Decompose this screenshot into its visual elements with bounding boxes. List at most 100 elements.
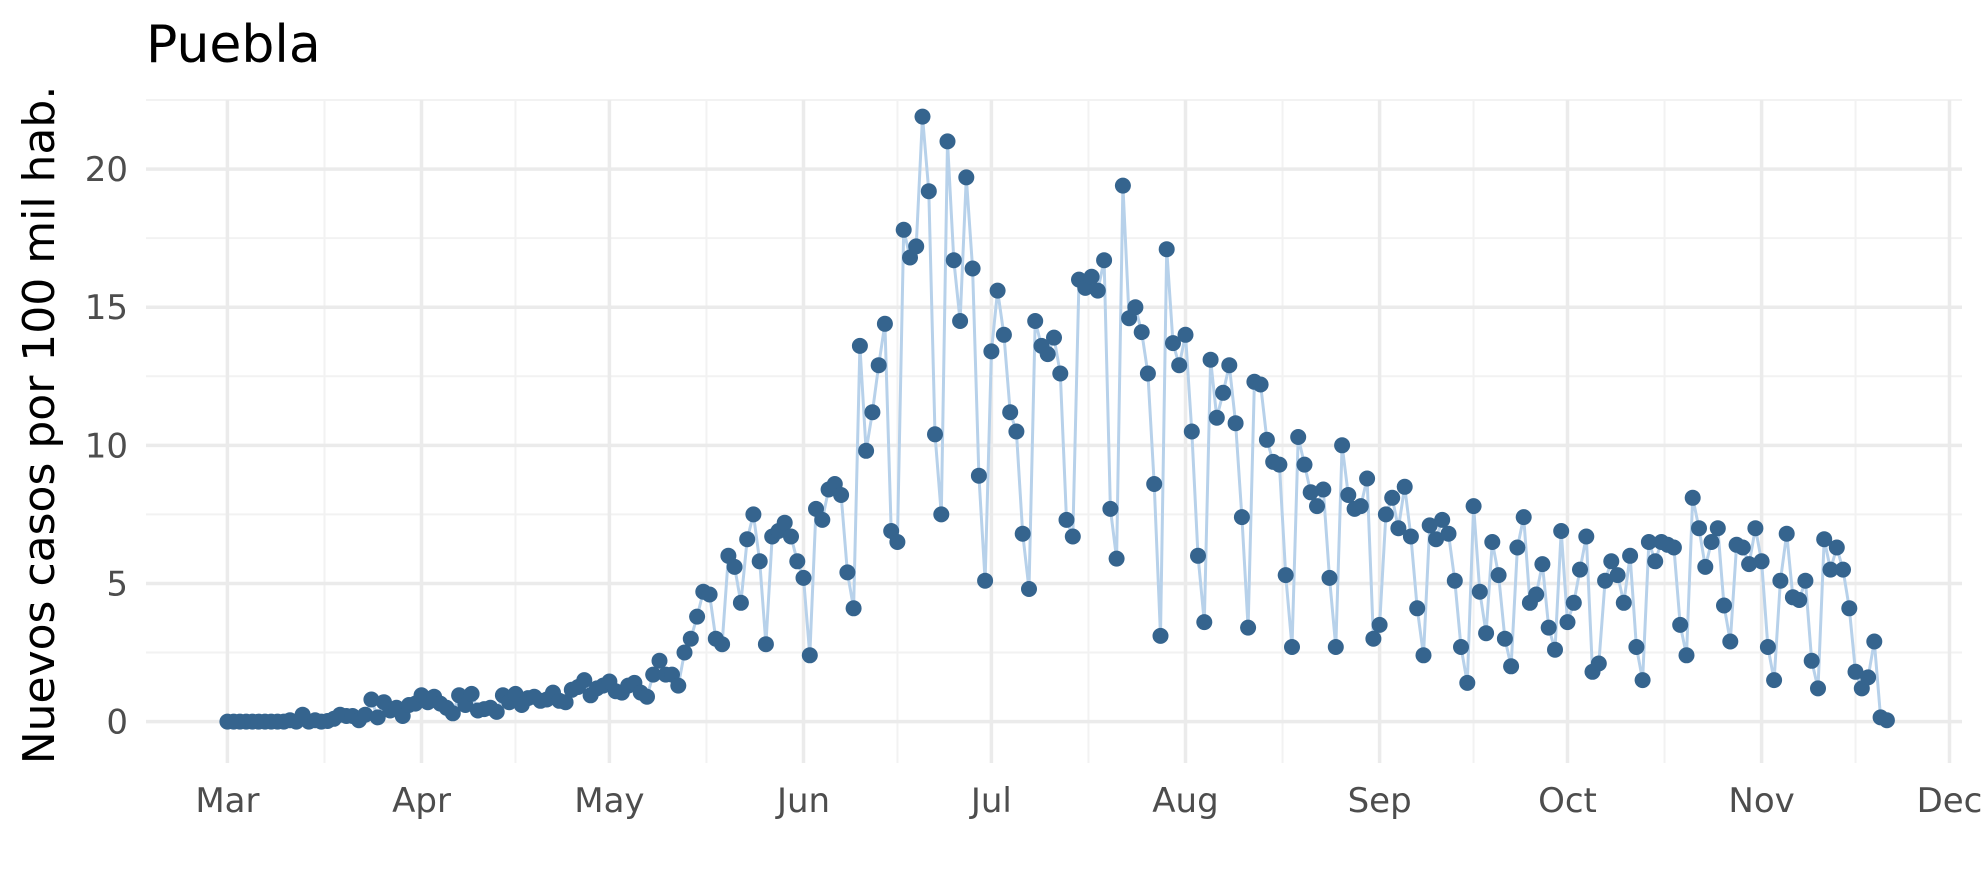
data-point	[1196, 614, 1213, 631]
data-point	[870, 357, 887, 374]
data-point	[1215, 384, 1232, 401]
data-point	[1697, 558, 1714, 575]
x-axis-ticks: Mar Apr May Jun Jul Aug Sep Oct Nov Dec	[195, 781, 1982, 821]
data-point	[1021, 581, 1037, 597]
data-point	[1202, 351, 1219, 368]
y-tick-label: 20	[85, 150, 128, 190]
data-point	[1252, 376, 1269, 393]
data-point	[789, 553, 806, 570]
major-gridlines	[146, 100, 1962, 763]
data-point	[1240, 619, 1257, 636]
data-point	[783, 528, 799, 545]
data-point	[1146, 476, 1163, 492]
data-point	[1327, 639, 1344, 655]
data-point	[977, 572, 994, 589]
data-point	[1741, 556, 1758, 573]
data-point	[1014, 525, 1031, 542]
data-point	[1359, 470, 1376, 487]
data-point	[1296, 456, 1313, 473]
data-point	[845, 600, 862, 617]
x-tick-label: Oct	[1538, 781, 1597, 821]
data-point	[1284, 639, 1300, 655]
data-point	[1371, 616, 1388, 633]
data-point	[1515, 509, 1532, 526]
data-point	[1421, 517, 1438, 534]
data-point	[1860, 669, 1877, 686]
data-point	[488, 703, 505, 720]
series-new-cases	[219, 108, 1895, 730]
x-tick-label: Aug	[1152, 781, 1218, 821]
data-point	[1753, 553, 1770, 570]
data-point	[1302, 484, 1319, 501]
data-point	[739, 531, 756, 548]
data-point	[1590, 655, 1607, 672]
data-point	[1597, 572, 1614, 589]
data-point	[983, 343, 1000, 360]
data-point	[1127, 299, 1144, 316]
data-point	[1716, 597, 1732, 614]
data-point	[1822, 561, 1839, 578]
data-point	[1027, 313, 1044, 329]
data-point	[1321, 569, 1338, 586]
data-point	[1177, 326, 1194, 343]
data-point	[726, 558, 743, 575]
x-tick-label: Apr	[392, 781, 451, 821]
data-point	[1165, 335, 1181, 352]
data-point	[958, 169, 975, 186]
data-point	[1490, 567, 1507, 584]
data-point	[1152, 627, 1169, 644]
data-point	[1002, 404, 1019, 421]
x-tick-label: Sep	[1348, 781, 1412, 821]
data-point	[939, 133, 956, 150]
data-point	[1691, 520, 1707, 537]
data-point	[1722, 633, 1739, 650]
data-point	[1640, 534, 1657, 550]
data-point	[444, 705, 461, 722]
data-point	[1290, 429, 1307, 445]
data-point	[1277, 567, 1294, 584]
data-point	[801, 647, 818, 664]
data-point	[1271, 456, 1288, 473]
data-point	[1402, 528, 1419, 545]
data-point	[1428, 531, 1444, 548]
data-point	[670, 677, 687, 694]
data-point	[1634, 672, 1651, 689]
data-point	[970, 467, 987, 484]
data-point	[1446, 572, 1463, 589]
data-point	[1058, 511, 1075, 528]
data-point	[751, 553, 768, 570]
data-point	[1778, 525, 1795, 542]
data-point	[1434, 511, 1451, 528]
data-point	[851, 337, 868, 354]
data-point	[1572, 561, 1588, 578]
data-point	[576, 672, 593, 689]
data-point	[689, 608, 706, 625]
data-point	[1227, 415, 1244, 432]
data-point	[1703, 534, 1720, 550]
data-point	[1052, 365, 1069, 382]
data-point	[682, 630, 699, 647]
data-point	[1133, 324, 1150, 341]
data-point	[363, 691, 380, 708]
data-point	[1647, 553, 1664, 570]
data-point	[1709, 520, 1726, 537]
data-point	[1096, 252, 1113, 269]
data-point	[1190, 547, 1206, 564]
y-tick-label: 0	[106, 703, 128, 743]
data-point	[1478, 625, 1495, 642]
data-point	[1114, 177, 1131, 194]
data-point	[651, 652, 668, 669]
minor-gridlines	[146, 99, 1962, 763]
series-line	[227, 115, 1888, 724]
data-point	[1665, 539, 1682, 556]
data-point	[1183, 423, 1200, 440]
data-point	[995, 326, 1012, 343]
data-point	[1816, 531, 1833, 548]
data-point	[1534, 556, 1551, 573]
chart-title: Puebla	[146, 15, 321, 75]
y-tick-label: 5	[106, 564, 128, 604]
data-point	[463, 685, 480, 702]
data-point	[933, 506, 950, 523]
data-point	[1747, 520, 1764, 537]
data-point	[1233, 509, 1250, 526]
